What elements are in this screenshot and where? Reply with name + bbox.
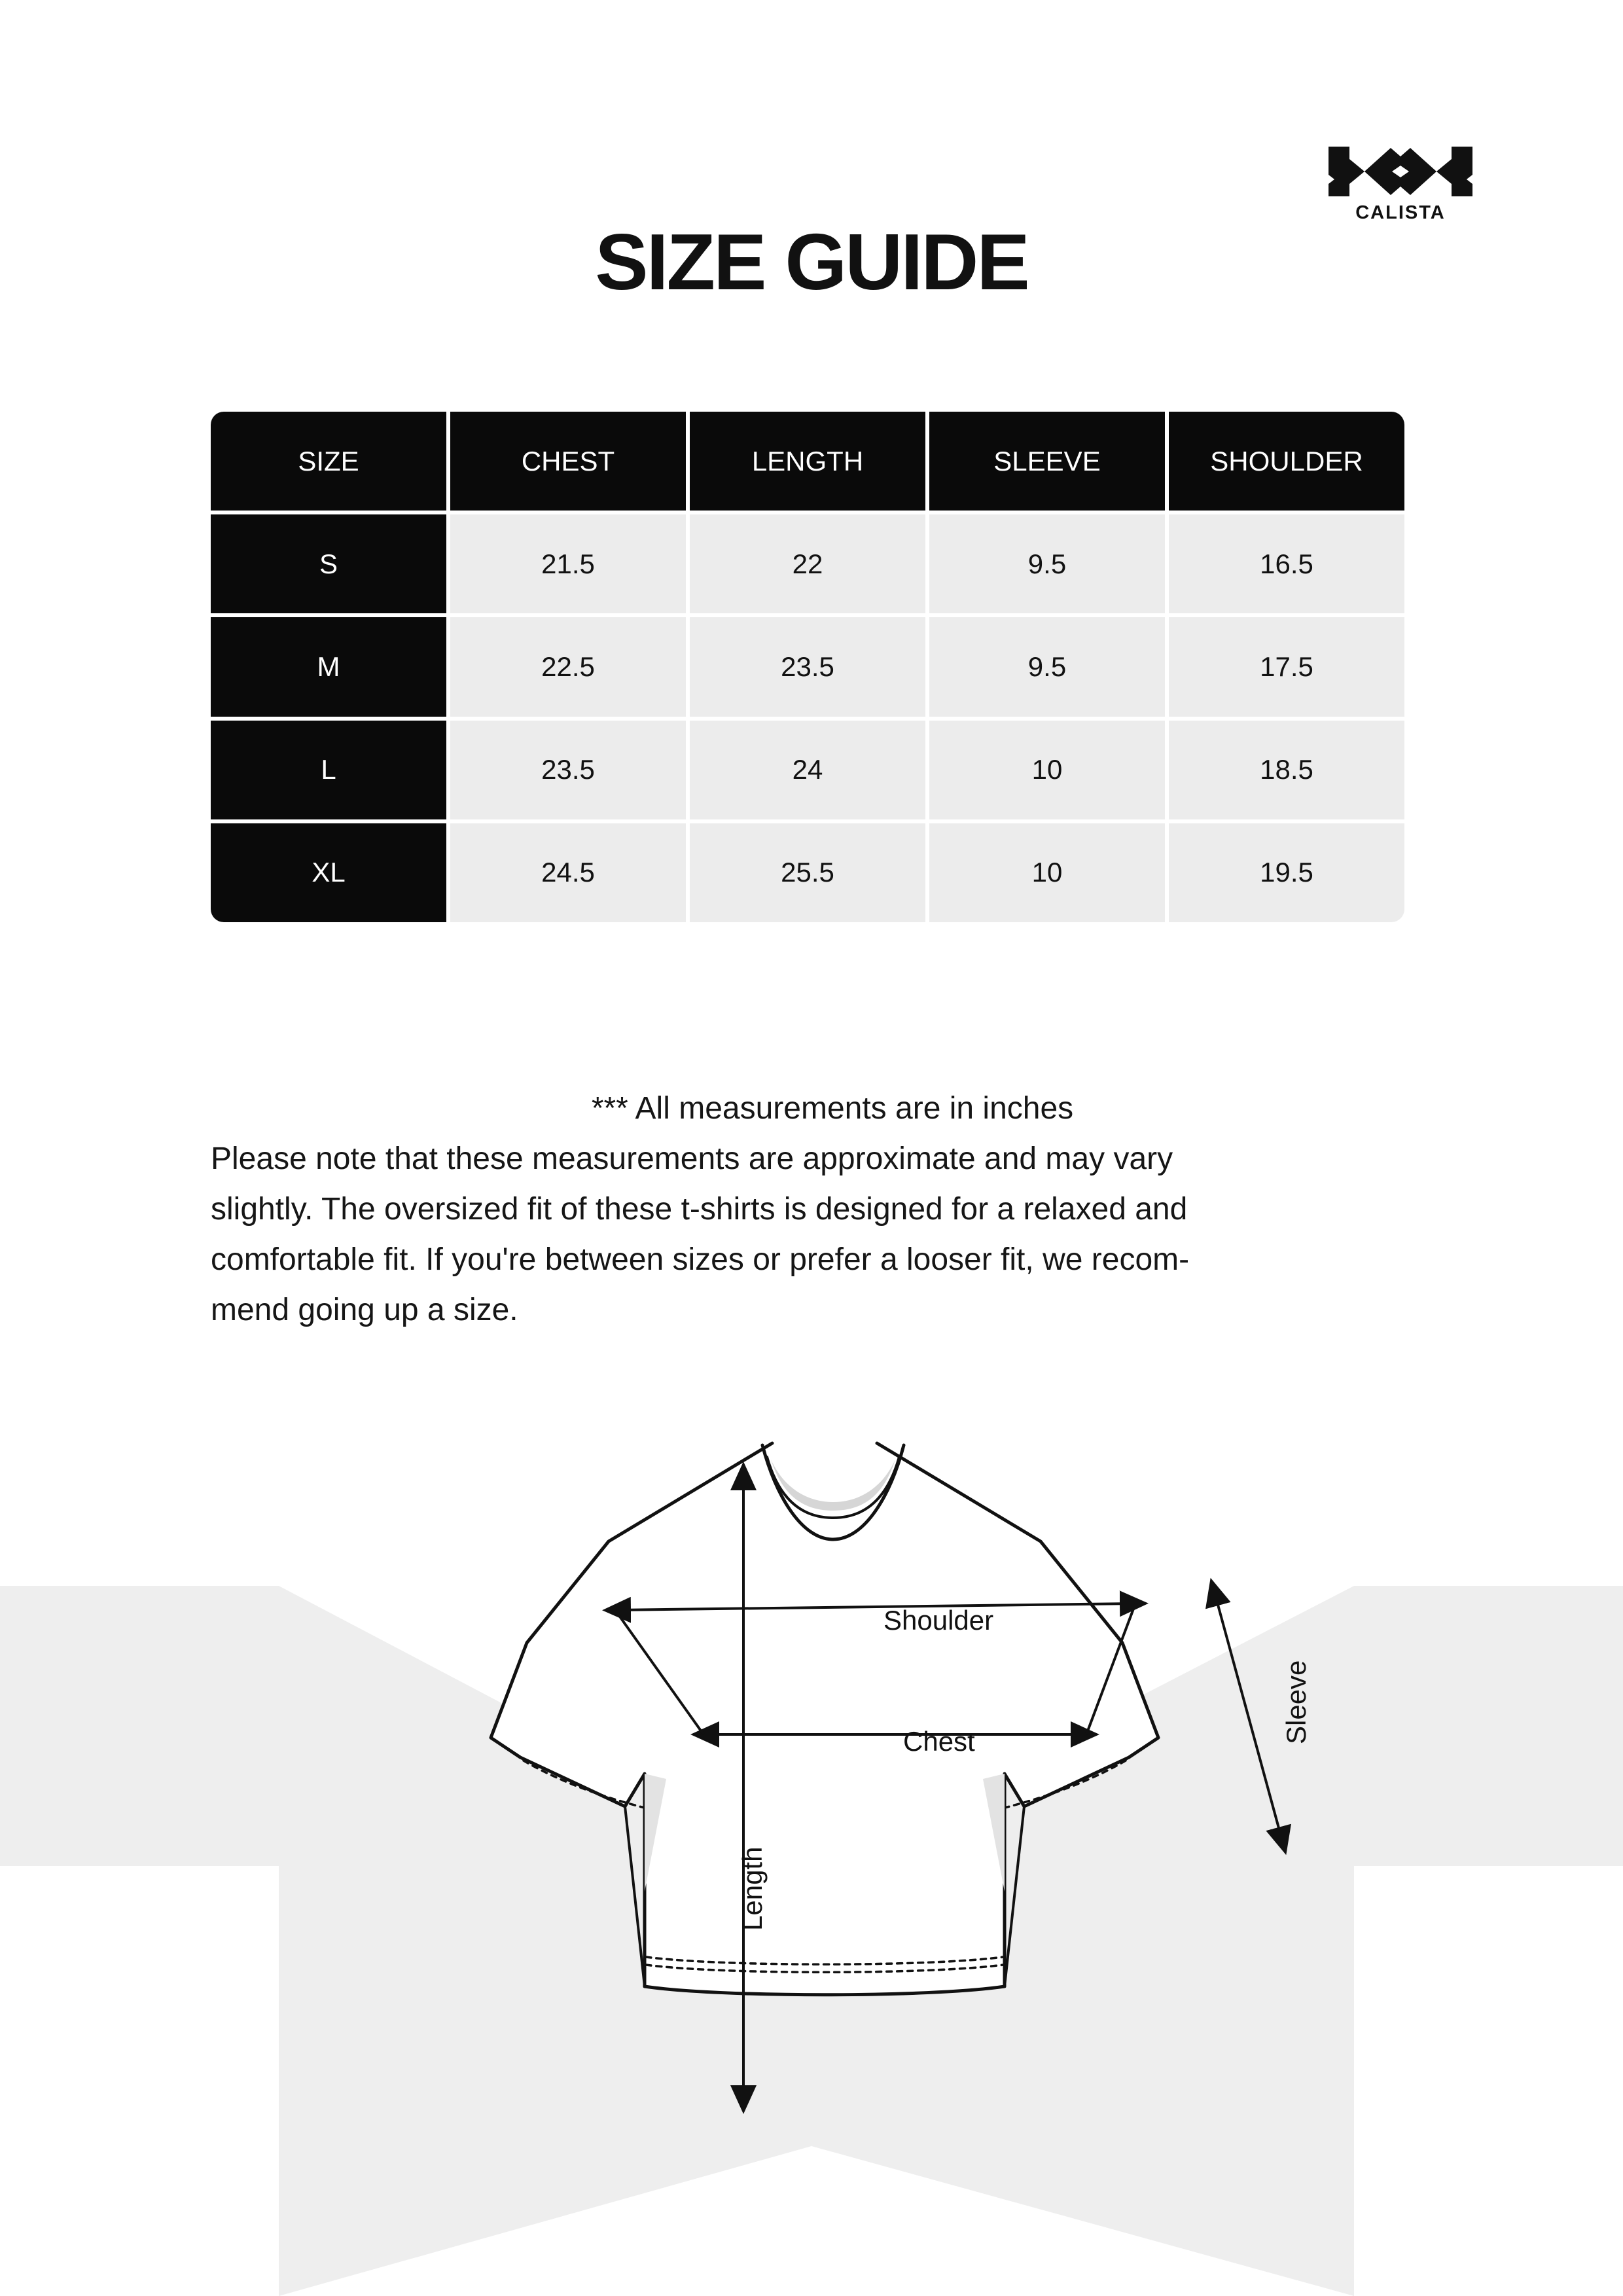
svg-text:Shoulder: Shoulder: [883, 1605, 993, 1636]
svg-text:Length: Length: [737, 1847, 768, 1931]
svg-text:Sleeve: Sleeve: [1281, 1660, 1309, 1744]
svg-text:Chest: Chest: [903, 1726, 975, 1757]
